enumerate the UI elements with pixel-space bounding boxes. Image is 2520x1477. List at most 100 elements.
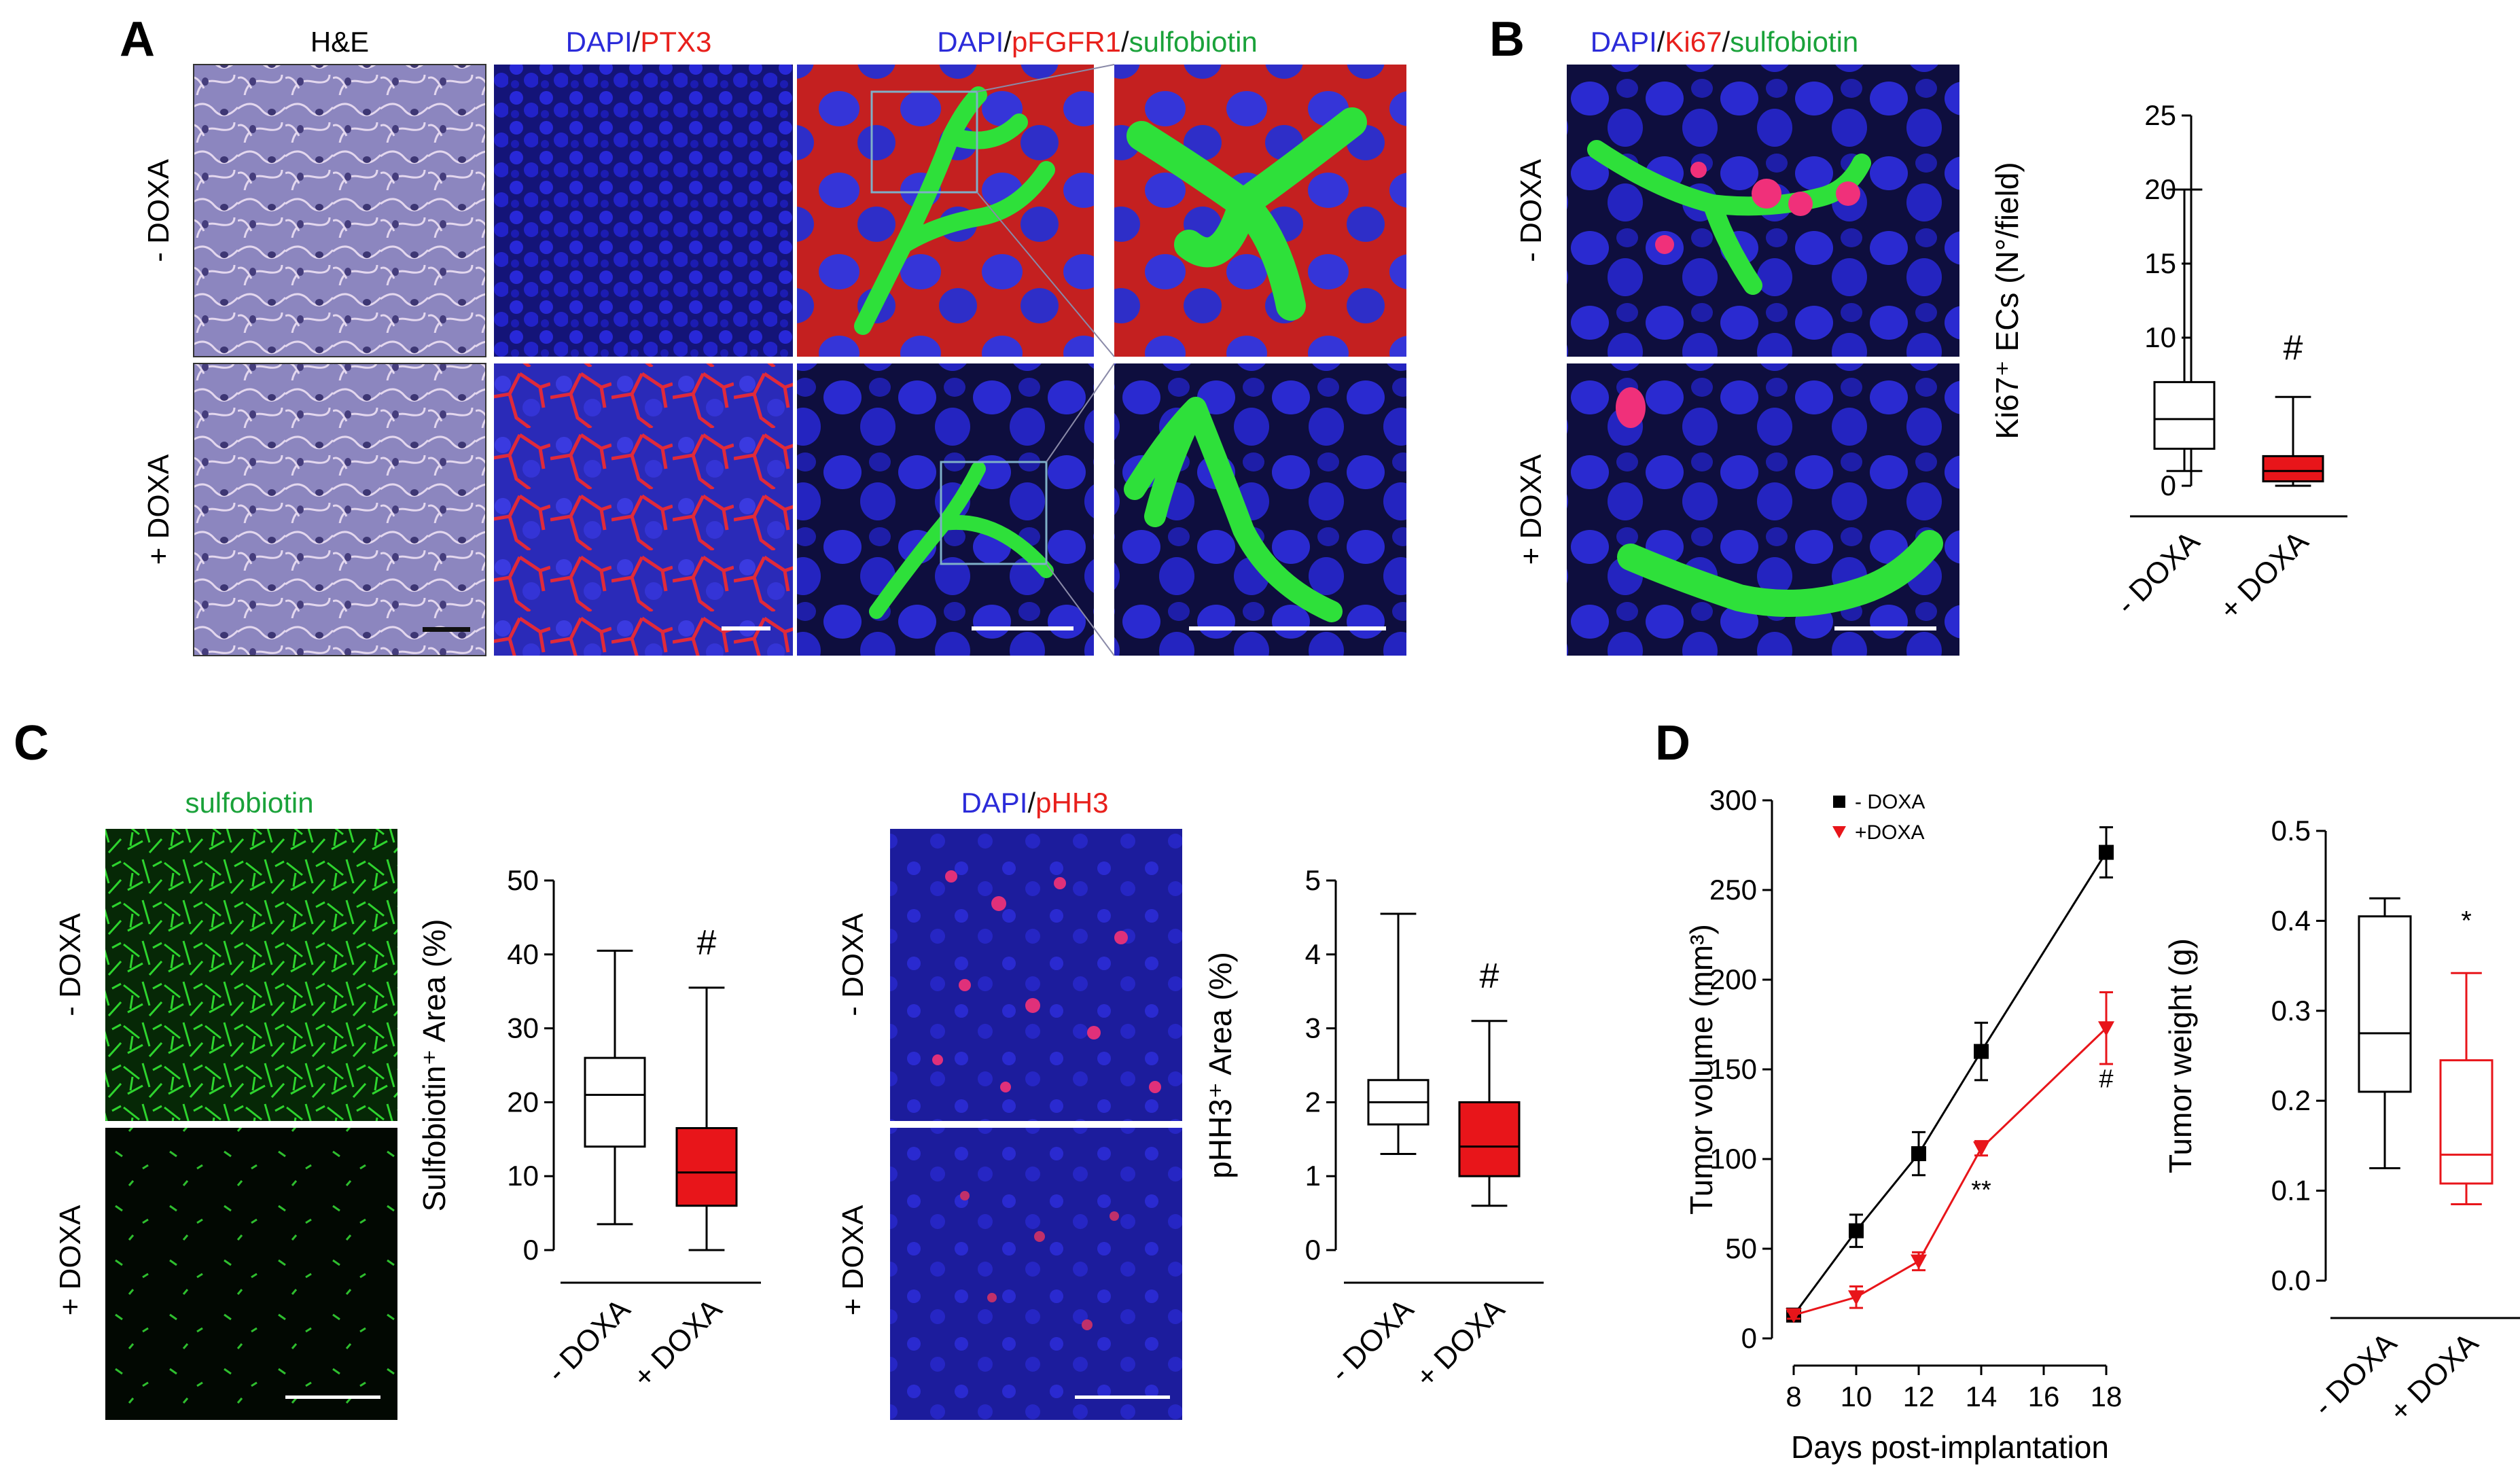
iqr-box (2358, 915, 2412, 1093)
zoom-connector (1046, 563, 1115, 656)
data-point (2099, 844, 2114, 860)
y-tick-label: 0 (2161, 469, 2176, 501)
box-minus-doxa (2358, 897, 2412, 1169)
legend-label: - DOXA (1855, 791, 1925, 813)
iqr-box (675, 1126, 738, 1207)
significance-mark: # (2099, 1065, 2113, 1093)
cond-c2-plus: + DOXA (836, 1205, 870, 1315)
micrograph-ptx3-plus (494, 363, 793, 656)
y-tick-label: 50 (1725, 1232, 1757, 1264)
y-tick-label: 0.3 (2271, 995, 2311, 1027)
zoom-connector (976, 64, 1115, 92)
x-tick-label: 12 (1903, 1381, 1935, 1412)
y-tick-label: 4 (1305, 938, 1321, 970)
data-point (2098, 1021, 2114, 1037)
micrograph-phh3-plus (890, 1128, 1182, 1420)
category-label: - DOXA (2110, 524, 2206, 621)
legend: - DOXA +DOXA (1832, 791, 1925, 844)
data-point (1786, 1308, 1802, 1323)
category-label: + DOXA (2383, 1326, 2485, 1428)
scale-bar (722, 626, 770, 630)
box-plus-doxa (2262, 395, 2324, 487)
category-label: - DOXA (540, 1292, 637, 1389)
ptx3-title: DAPI/PTX3 (566, 26, 712, 58)
cond-a-plus: + DOXA (142, 454, 175, 565)
y-tick-label: 150 (1709, 1053, 1757, 1085)
zoom-connector (1046, 363, 1115, 463)
iqr-box (1458, 1101, 1521, 1177)
scale-bar (423, 627, 470, 632)
data-point (1974, 1044, 1989, 1059)
ki67-title: DAPI/Ki67/sulfobiotin (1591, 26, 1859, 58)
y-axis-label: pHH3⁺ Area (%) (1203, 952, 1238, 1179)
micrograph-ptx3-minus (494, 65, 793, 357)
micrograph-sulfobiotin-minus (105, 829, 397, 1121)
significance-mark: # (697, 923, 717, 963)
series-plus-doxa (1786, 991, 2114, 1323)
category-label: - DOXA (1324, 1292, 1420, 1389)
y-tick-label: 0.2 (2271, 1084, 2311, 1116)
y-tick-label: 3 (1305, 1012, 1321, 1044)
pfgfr1-title: DAPI/pFGFR1/sulfobiotin (937, 26, 1258, 58)
iqr-box (2262, 455, 2324, 482)
iqr-box (2439, 1059, 2494, 1185)
phh3-title: DAPI/pHH3 (961, 787, 1108, 819)
x-tick-label: 14 (1966, 1381, 1998, 1412)
category-label: + DOXA (626, 1292, 728, 1394)
y-tick-label: 25 (2144, 99, 2176, 131)
phh3-boxplot: 0 1 2 3 4 5 pHH3⁺ Area (%) - DOXA+ DOXA # (1203, 864, 1544, 1394)
x-tick-label: 10 (1841, 1381, 1873, 1412)
box-plus-doxa (1458, 1020, 1521, 1207)
y-tick-label: 15 (2144, 247, 2176, 279)
panel-label-b: B (1489, 12, 1525, 67)
legend-label: +DOXA (1855, 821, 1925, 844)
sulfobiotin-title: sulfobiotin (185, 787, 313, 819)
y-tick-label: 20 (507, 1086, 539, 1118)
data-point (1973, 1141, 1989, 1157)
iqr-box (584, 1056, 646, 1148)
tumor-volume-chart: 0 50 100 150 200 250 300 8 10 12 14 16 18 Days post-i… (1684, 784, 2122, 1465)
scale-bar (972, 626, 1073, 630)
series-line (1793, 1027, 2108, 1317)
box-minus-doxa (1367, 912, 1430, 1156)
scale-bar (1834, 626, 1936, 630)
zoom-connector (976, 192, 1115, 357)
category-label: + DOXA (2213, 524, 2315, 626)
significance-mark: * (2461, 906, 2472, 936)
micrograph-pfgfr1-plus (797, 363, 1094, 656)
ki67-boxplot: 0510152025Ki67⁺ ECs (N°/field)- DOXA+ DO… (1989, 99, 2347, 626)
x-axis-label: Days post-implantation (1791, 1429, 2109, 1465)
significance-mark: # (1480, 957, 1499, 996)
y-tick-label: 100 (1709, 1143, 1757, 1175)
iqr-box (2153, 380, 2216, 450)
panel-label-a: A (120, 12, 155, 67)
y-tick-label: 30 (507, 1012, 539, 1044)
data-point (1849, 1223, 1864, 1239)
y-tick-label: 0 (1741, 1322, 1757, 1354)
box-plus-doxa (2439, 972, 2494, 1205)
x-tick-label: 16 (2028, 1381, 2060, 1412)
category-label: + DOXA (1409, 1292, 1511, 1394)
y-tick-label: 250 (1709, 874, 1757, 906)
cond-b-plus: + DOXA (1514, 454, 1548, 565)
significance-mark: # (2284, 329, 2303, 368)
micrograph-he-plus (193, 363, 486, 656)
sulfobiotin-boxplot: 0 10 20 30 40 50 Sulfobiotin⁺ Area (%) - DOXA+ … (416, 864, 761, 1394)
micrograph-phh3-minus (890, 829, 1182, 1121)
y-axis-label: Ki67⁺ ECs (N°/field) (1989, 162, 2025, 439)
y-axis-label: Tumor weight (g) (2163, 938, 2198, 1173)
x-tick-label: 8 (1786, 1381, 1801, 1412)
series-line (1792, 851, 2108, 1316)
y-tick-label: 10 (507, 1160, 539, 1192)
scale-bar (1075, 1395, 1170, 1399)
micrograph-pfgfr1-minus-zoom (1114, 65, 1406, 357)
y-tick-label: 0.5 (2271, 815, 2311, 847)
micrograph-ki67-minus (1567, 65, 1959, 357)
y-tick-label: 0 (523, 1234, 539, 1266)
box-plus-doxa (675, 986, 738, 1251)
cond-c2-minus: - DOXA (836, 913, 870, 1016)
y-tick-label: 0.4 (2271, 904, 2311, 936)
y-tick-label: 40 (507, 938, 539, 970)
